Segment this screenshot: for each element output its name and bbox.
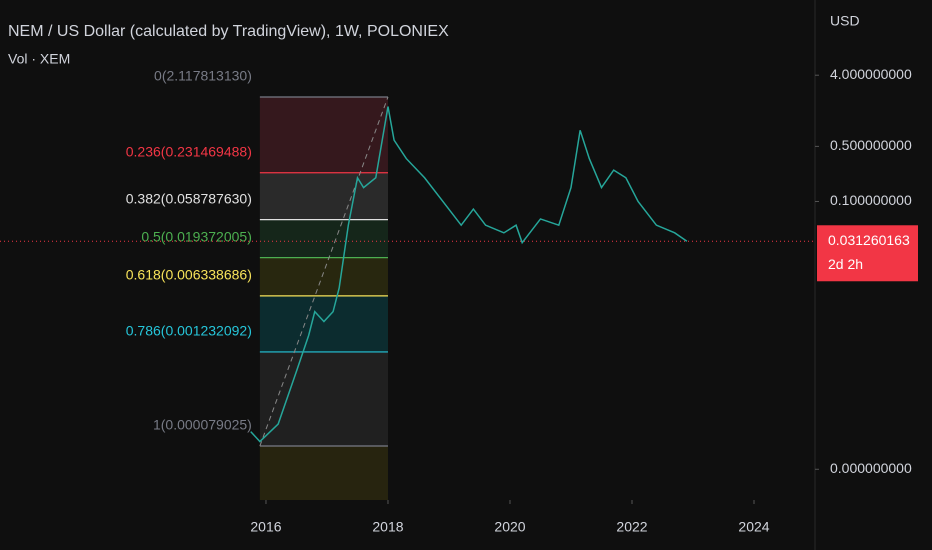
y-tick-label: 4.000000000 <box>830 66 912 82</box>
currency: USD <box>830 13 860 29</box>
fib-zone <box>259 445 388 500</box>
y-tick-label: 0.500000000 <box>830 137 912 153</box>
fib-label: 1(0.000079025) <box>153 417 252 433</box>
x-tick-label: 2024 <box>738 519 769 535</box>
price-line <box>250 106 688 443</box>
countdown: 2d 2h <box>828 256 863 272</box>
volume-label: Vol · XEM <box>8 51 70 67</box>
x-tick-label: 2016 <box>250 519 281 535</box>
price-tag <box>817 225 918 282</box>
fib-zone <box>259 257 388 296</box>
fib-zone <box>259 219 388 258</box>
fib-zone <box>259 295 388 352</box>
y-tick-label: 0.000000000 <box>830 460 912 476</box>
price-tag-label: 0.031260163 <box>828 232 910 248</box>
fib-label: 0.382(0.058787630) <box>126 190 252 206</box>
fib-trend <box>259 96 389 447</box>
y-tick-label: 0.100000000 <box>830 192 912 208</box>
fib-label: 0.236(0.231469488) <box>126 143 252 159</box>
fib-label: 0(2.117813130) <box>154 68 252 84</box>
x-tick-label: 2020 <box>494 519 525 535</box>
x-tick-label: 2018 <box>372 519 403 535</box>
fib-label: 0.786(0.001232092) <box>126 323 252 339</box>
fib-label: 0.618(0.006338686) <box>126 267 252 283</box>
fib-zone <box>259 351 388 446</box>
fib-zone <box>259 172 388 220</box>
fib-zone <box>259 96 388 173</box>
fib-label: 0.5(0.019372005) <box>141 228 252 244</box>
x-tick-label: 2022 <box>616 519 647 535</box>
title: NEM / US Dollar (calculated by TradingVi… <box>8 23 449 40</box>
